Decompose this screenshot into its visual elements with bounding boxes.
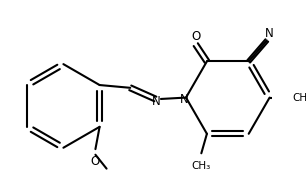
Text: O: O bbox=[91, 155, 100, 168]
Text: CH₃: CH₃ bbox=[192, 161, 211, 171]
Text: CH₃: CH₃ bbox=[293, 93, 306, 102]
Text: N: N bbox=[264, 27, 273, 40]
Text: O: O bbox=[191, 31, 200, 43]
Text: N: N bbox=[180, 93, 189, 106]
Text: N: N bbox=[152, 95, 160, 108]
